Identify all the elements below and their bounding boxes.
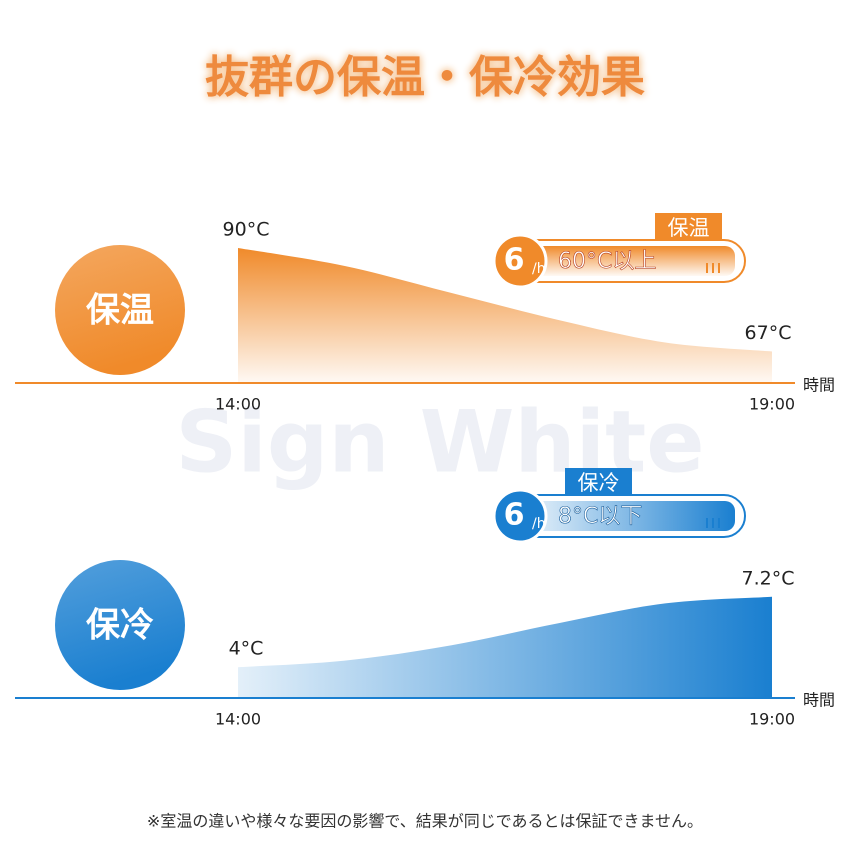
value-label: 7.2°C bbox=[742, 567, 795, 589]
badge-hours: 6 bbox=[504, 498, 525, 533]
label-circle bbox=[55, 560, 185, 690]
badge-unit: /h bbox=[532, 516, 546, 532]
badge-tag: 保冷 bbox=[578, 471, 620, 495]
badge-circle bbox=[492, 488, 548, 544]
area bbox=[238, 596, 772, 698]
value-label: 90°C bbox=[223, 219, 270, 241]
footnote: ※室温の違いや様々な要因の影響で、結果が同じであるとは保証できません。 bbox=[147, 812, 703, 831]
circle-label: 保冷 bbox=[86, 606, 154, 646]
label-circle bbox=[55, 245, 185, 375]
title: 抜群の保温・保冷効果 bbox=[205, 52, 645, 103]
x-axis-label: 時間 bbox=[803, 691, 835, 710]
x-tick-label: 19:00 bbox=[749, 395, 795, 414]
badge-unit: /h bbox=[532, 261, 546, 277]
x-tick-label: 14:00 bbox=[215, 710, 261, 729]
badge-fill bbox=[530, 246, 735, 276]
x-tick-label: 14:00 bbox=[215, 395, 261, 414]
circle-label: 保温 bbox=[86, 291, 154, 331]
badge-note: 8°C以下 bbox=[558, 504, 642, 529]
area bbox=[238, 248, 772, 383]
badge-note: 60°C以上 bbox=[558, 249, 656, 274]
badge-hours: 6 bbox=[504, 243, 525, 278]
badge-tag-box bbox=[565, 468, 632, 498]
value-label: 67°C bbox=[745, 322, 792, 344]
badge-tag-box bbox=[655, 213, 722, 243]
badge-circle bbox=[492, 233, 548, 289]
badge-fill bbox=[530, 501, 735, 531]
x-axis-label: 時間 bbox=[803, 376, 835, 395]
value-label: 4°C bbox=[229, 638, 264, 660]
x-tick-label: 19:00 bbox=[749, 710, 795, 729]
badge-tag: 保温 bbox=[668, 216, 710, 240]
